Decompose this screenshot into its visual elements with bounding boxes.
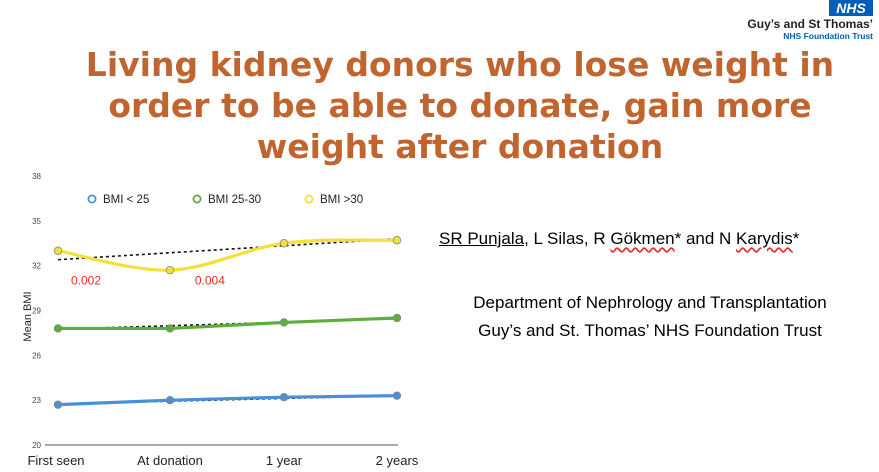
- department-name: Department of Nephrology and Transplanta…: [473, 293, 827, 312]
- x-tick-label: 2 years: [376, 453, 419, 468]
- data-point: [165, 395, 175, 405]
- legend-marker: [87, 194, 97, 204]
- y-tick-label: 23: [32, 396, 41, 405]
- data-point: [53, 400, 63, 409]
- trust-name: Guy’s and St Thomas’: [747, 17, 873, 31]
- series-line-1: [56, 316, 399, 331]
- author-asterisk: *: [792, 229, 800, 248]
- data-point: [279, 239, 289, 248]
- data-point: [165, 324, 175, 333]
- data-point: [279, 318, 289, 327]
- author-separator: , L Silas, R: [524, 229, 611, 248]
- y-axis-label: Mean BMI: [22, 291, 34, 341]
- y-tick-label: 20: [32, 441, 41, 450]
- y-tick-label: 29: [32, 307, 41, 316]
- data-point: [392, 236, 402, 245]
- authors-line: SR Punjala, L Silas, R Gökmen* and N Kar…: [439, 229, 799, 249]
- data-point: [279, 392, 289, 402]
- p-value-annotation: 0.002: [71, 274, 101, 288]
- y-tick-label: 26: [32, 351, 41, 360]
- data-point: [165, 265, 175, 275]
- series-line-0: [56, 394, 399, 407]
- data-point: [392, 391, 402, 400]
- trust-subtitle: NHS Foundation Trust: [783, 31, 873, 41]
- author-separator: * and N: [674, 229, 737, 248]
- p-value-annotation: 0.004: [195, 274, 225, 288]
- author-gokmen: Gökmen: [610, 229, 675, 248]
- y-tick-label: 35: [32, 217, 41, 226]
- data-point: [392, 313, 402, 323]
- author-karydis: Karydis: [736, 229, 793, 248]
- bmi-line-chart: 20 23 26 29 32 35 38 Mean BMI First seen At donat…: [22, 172, 419, 468]
- department-block: Department of Nephrology and Transplanta…: [430, 289, 870, 345]
- x-tick-label: At donation: [137, 453, 203, 468]
- data-point: [53, 246, 63, 255]
- series-line-2: [56, 238, 399, 272]
- data-point: [53, 324, 63, 333]
- slide-title: Living kidney donors who lose weight in …: [85, 45, 835, 166]
- legend-marker: [192, 194, 202, 204]
- legend-entry: BMI >30: [320, 194, 363, 206]
- nhs-badge: NHS: [829, 0, 873, 16]
- x-tick-label: First seen: [27, 453, 84, 468]
- y-tick-label: 38: [32, 172, 41, 181]
- y-tick-label: 32: [32, 262, 41, 271]
- nhs-trust-logo: NHS Guy’s and St Thomas’ NHS Foundation …: [713, 0, 873, 44]
- legend-entry: BMI < 25: [103, 194, 149, 206]
- x-tick-label: 1 year: [266, 453, 303, 468]
- trend-line-2: [57, 237, 398, 261]
- author-punjala: SR Punjala: [439, 229, 525, 248]
- legend-marker: [304, 194, 314, 204]
- trust-full-name: Guy’s and St. Thomas’ NHS Foundation Tru…: [478, 321, 822, 340]
- legend-entry: BMI 25-30: [208, 194, 261, 206]
